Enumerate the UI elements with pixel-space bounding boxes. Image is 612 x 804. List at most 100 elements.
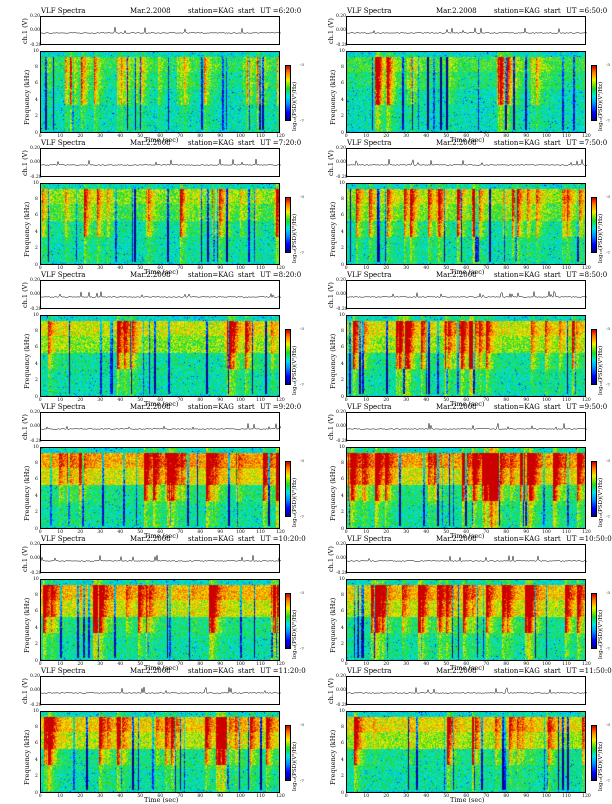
time-tick-label: 40 <box>117 794 124 799</box>
colorbar-tick-label: -3 <box>300 722 304 727</box>
frequency-tick-label: 10 <box>33 48 39 54</box>
time-tick-label: 120 <box>276 530 285 535</box>
panel-station: station=KAG <box>188 7 234 15</box>
frequency-tick-label: 10 <box>33 576 39 582</box>
timeseries-tick-label: 0.20 <box>336 673 347 679</box>
time-tick-label: 20 <box>77 266 84 271</box>
panel-ut: UT =7:20:0 <box>260 139 302 147</box>
colorbar-label: log₁₀(PSD)(V²/Hz) <box>292 477 298 527</box>
channel-axis-label: ch.1 (V) <box>21 282 29 308</box>
time-tick-label: 80 <box>503 794 510 799</box>
frequency-tick-label: 0 <box>35 790 38 796</box>
frequency-tick-label: 8 <box>35 724 38 730</box>
frequency-tick-label: 2 <box>341 642 344 648</box>
colorbar <box>285 65 291 121</box>
time-tick-label: 110 <box>562 530 571 535</box>
frequency-tick-label: 10 <box>33 180 39 186</box>
time-tick-label: 20 <box>77 530 84 535</box>
frequency-tick-label: 6 <box>35 477 38 483</box>
time-tick-label: 20 <box>77 398 84 403</box>
time-tick-label: 10 <box>57 134 64 139</box>
spectrum-panel: VLF Spectra Mar.2.2008 station=KAG start UT … <box>306 269 612 408</box>
time-tick-label: 0 <box>344 266 348 271</box>
time-tick-label: 10 <box>363 662 370 667</box>
panel-date: Mar.2.2008 <box>436 535 477 543</box>
time-tick-label: 90 <box>523 530 530 535</box>
time-tick-label: 50 <box>137 662 144 667</box>
frequency-axis-label: Frequency (kHz) <box>23 465 31 521</box>
time-tick-label: 70 <box>177 662 184 667</box>
timeseries-tick-label: -0.20 <box>336 702 348 708</box>
panel-title: VLF Spectra <box>347 403 392 411</box>
time-tick-label: 90 <box>523 134 530 139</box>
timeseries-tick-label: -0.20 <box>336 42 348 48</box>
frequency-tick-label: 2 <box>35 114 38 120</box>
time-tick-label: 70 <box>177 530 184 535</box>
time-tick-label: 90 <box>523 794 530 799</box>
time-tick-label: 70 <box>177 134 184 139</box>
timeseries-tick-label: 0.20 <box>336 145 347 151</box>
time-axis-label: Time (sec) <box>144 796 179 804</box>
spectrum-panel: VLF Spectra Mar.2.2008 station=KAG start UT … <box>0 269 306 408</box>
panel-station: station=KAG <box>494 535 540 543</box>
colorbar-label: log₁₀(PSD)(V²/Hz) <box>598 213 604 263</box>
colorbar-tick-label: -3 <box>606 326 610 331</box>
time-tick-label: 80 <box>503 398 510 403</box>
frequency-tick-label: 4 <box>341 625 344 631</box>
panel-date: Mar.2.2008 <box>436 667 477 675</box>
colorbar-tick-label: -3 <box>300 62 304 67</box>
spectrogram <box>40 711 280 793</box>
timeseries-tick-label: 0.20 <box>30 541 41 547</box>
frequency-tick-label: 2 <box>35 378 38 384</box>
panel-date: Mar.2.2008 <box>130 139 171 147</box>
timeseries-tick-label: 0.20 <box>30 13 41 19</box>
spectrogram-canvas <box>347 316 585 396</box>
time-tick-label: 10 <box>57 266 64 271</box>
panel-ut: UT =6:50:0 <box>566 7 608 15</box>
time-tick-label: 30 <box>97 398 104 403</box>
frequency-tick-label: 4 <box>341 229 344 235</box>
time-tick-label: 70 <box>483 530 490 535</box>
spectrogram-canvas <box>347 184 585 264</box>
panel-station: station=KAG <box>188 667 234 675</box>
time-tick-label: 80 <box>503 266 510 271</box>
time-tick-label: 30 <box>403 134 410 139</box>
time-tick-label: 90 <box>217 662 224 667</box>
panel-ut: UT =8:20:0 <box>260 271 302 279</box>
time-tick-label: 60 <box>463 134 470 139</box>
time-tick-label: 110 <box>256 134 265 139</box>
timeseries-tick-label: 0.00 <box>30 556 41 561</box>
panel-date: Mar.2.2008 <box>130 271 171 279</box>
time-tick-label: 50 <box>443 266 450 271</box>
spectrogram <box>40 183 280 265</box>
timeseries-tick-label: 0.20 <box>336 409 347 415</box>
colorbar <box>285 461 291 517</box>
timeseries-plot <box>346 16 587 45</box>
time-tick-label: 20 <box>383 530 390 535</box>
time-tick-label: 60 <box>463 662 470 667</box>
colorbar <box>285 329 291 385</box>
timeseries-tick-label: -0.20 <box>336 306 348 312</box>
time-tick-label: 40 <box>423 662 430 667</box>
panel-station: station=KAG <box>494 271 540 279</box>
time-tick-label: 120 <box>276 266 285 271</box>
time-tick-label: 60 <box>157 398 164 403</box>
time-tick-label: 120 <box>582 662 591 667</box>
time-tick-label: 50 <box>443 398 450 403</box>
frequency-tick-label: 4 <box>341 757 344 763</box>
time-tick-label: 0 <box>38 134 42 139</box>
colorbar-label: log₁₀(PSD)(V²/Hz) <box>598 81 604 131</box>
frequency-axis-label: Frequency (kHz) <box>329 729 337 785</box>
frequency-tick-label: 2 <box>341 774 344 780</box>
timeseries-plot <box>40 544 281 573</box>
time-tick-label: 40 <box>117 266 124 271</box>
frequency-tick-label: 10 <box>339 312 345 318</box>
time-tick-label: 110 <box>256 794 265 799</box>
time-tick-label: 20 <box>77 662 84 667</box>
frequency-tick-label: 2 <box>35 774 38 780</box>
time-axis-label: Time (sec) <box>144 400 179 408</box>
channel-axis-label: ch.1 (V) <box>21 18 29 44</box>
spectrogram <box>40 315 280 397</box>
frequency-tick-label: 2 <box>341 378 344 384</box>
time-tick-label: 0 <box>344 662 348 667</box>
